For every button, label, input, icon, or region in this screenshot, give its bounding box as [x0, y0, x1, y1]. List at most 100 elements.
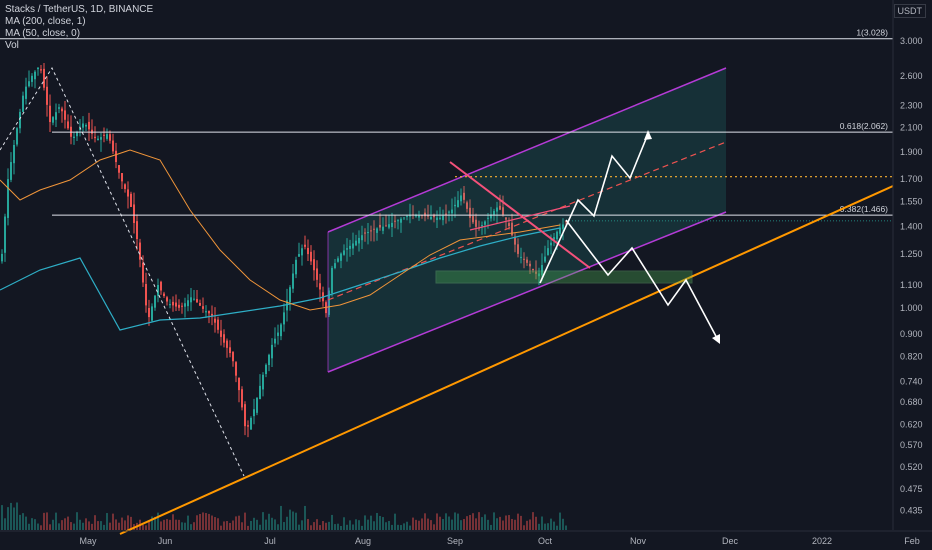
- candle-body: [151, 306, 153, 321]
- candle-body: [13, 144, 15, 164]
- candle-body: [379, 224, 381, 228]
- volume-bar: [109, 522, 111, 530]
- candle-body: [439, 217, 441, 219]
- currency-button[interactable]: USDT: [893, 4, 926, 18]
- volume-bar: [553, 521, 555, 530]
- volume-bar: [283, 522, 285, 530]
- volume-bar: [52, 519, 54, 530]
- candle-body: [235, 362, 237, 376]
- candle-body: [334, 263, 336, 269]
- candle-body: [307, 247, 309, 255]
- candle-body: [181, 305, 183, 307]
- candle-body: [127, 189, 129, 197]
- volume-bar: [463, 519, 465, 530]
- channel-upper: [327, 67, 727, 233]
- ma200-line: [0, 227, 561, 331]
- candle-body: [25, 86, 27, 99]
- volume-bar: [79, 519, 81, 530]
- volume-bar: [28, 523, 30, 530]
- volume-bar: [367, 519, 369, 530]
- volume-bar: [373, 521, 375, 530]
- volume-bar: [217, 518, 219, 530]
- candle-body: [349, 245, 351, 249]
- price-axis: 3.000 2.600 2.300 2.100 1.900 1.700 1.550 1.400…: [892, 0, 932, 550]
- volume-bar: [16, 502, 18, 530]
- candle-body: [40, 69, 42, 71]
- ma50-line: [0, 149, 561, 311]
- volume-bar: [499, 516, 501, 530]
- candle-body: [517, 244, 519, 254]
- candle-body: [484, 221, 486, 225]
- candle-body: [121, 173, 123, 182]
- volume-bar: [502, 520, 504, 530]
- candle-body: [118, 165, 120, 173]
- volume-bar: [451, 519, 453, 530]
- candle-body: [445, 213, 447, 215]
- candle-body: [238, 377, 240, 391]
- volume-bar: [7, 507, 9, 530]
- volume-bar: [196, 515, 198, 530]
- volume-bar: [100, 521, 102, 530]
- volume-bar: [214, 517, 216, 530]
- volume-bar: [400, 525, 402, 530]
- candle-body: [211, 313, 213, 316]
- volume-bar: [67, 516, 69, 530]
- volume-bar: [493, 512, 495, 530]
- volume-bar: [556, 525, 558, 530]
- volume-bar: [244, 512, 246, 530]
- legend-ma200[interactable]: MA (200, close, 1): [5, 16, 86, 27]
- candle-body: [46, 86, 48, 105]
- volume-bar: [340, 525, 342, 530]
- candle-body: [88, 121, 90, 130]
- volume-bar: [259, 524, 261, 530]
- volume-bar: [343, 517, 345, 530]
- volume-bar: [106, 513, 108, 530]
- candle-body: [364, 232, 366, 234]
- volume-bar: [460, 520, 462, 530]
- legend-ma50[interactable]: MA (50, close, 0): [5, 28, 81, 39]
- volume-bar: [421, 518, 423, 530]
- volume-bar: [43, 512, 45, 530]
- candle-body: [454, 204, 456, 207]
- volume-bar: [160, 521, 162, 530]
- volume-bar: [310, 525, 312, 530]
- legend-symbol[interactable]: Stacks / TetherUS, 1D, BINANCE: [5, 4, 154, 15]
- volume-bar: [250, 520, 252, 530]
- candle-body: [541, 265, 543, 276]
- candle-body: [154, 295, 156, 308]
- volume-bar: [289, 509, 291, 530]
- candle-body: [373, 228, 375, 230]
- candle-body: [220, 330, 222, 337]
- volume-bar: [532, 512, 534, 530]
- volume-bar: [334, 524, 336, 530]
- candle-body: [310, 251, 312, 262]
- candle-body: [160, 281, 162, 291]
- y-tick-label: 0.740: [900, 376, 923, 386]
- candle-body: [328, 290, 330, 315]
- candle-body: [115, 150, 117, 163]
- candle-body: [448, 211, 450, 213]
- volume-bar: [388, 520, 390, 530]
- candle-body: [523, 258, 525, 260]
- volume-bar: [496, 518, 498, 530]
- candle-body: [520, 256, 522, 258]
- candle-body: [28, 81, 30, 87]
- volume-bar: [154, 516, 156, 530]
- volume-bar: [193, 522, 195, 530]
- x-tick-label: Jul: [264, 536, 276, 546]
- volume-bar: [211, 515, 213, 530]
- volume-bar: [229, 522, 231, 530]
- volume-bar: [436, 513, 438, 530]
- volume-bar: [427, 518, 429, 530]
- volume-bar: [346, 524, 348, 530]
- candle-body: [49, 105, 51, 123]
- candle-body: [526, 259, 528, 263]
- candle-body: [493, 210, 495, 215]
- candle-body: [547, 248, 549, 256]
- candle-body: [301, 248, 303, 256]
- candle-body: [394, 220, 396, 222]
- volume-bar: [178, 519, 180, 530]
- legend-vol[interactable]: Vol: [5, 40, 19, 51]
